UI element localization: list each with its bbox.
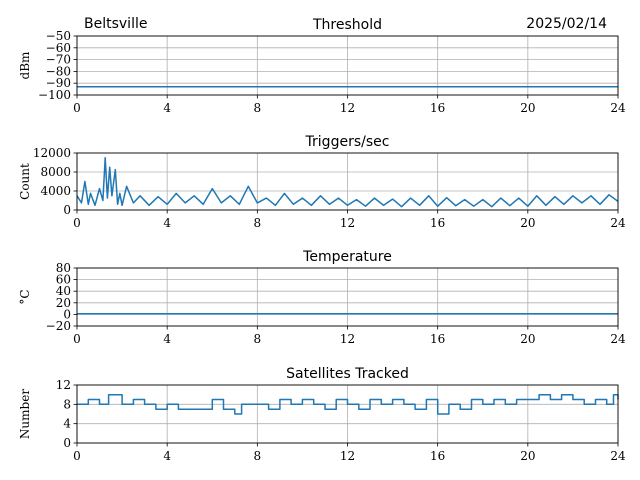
chart-panel-1: 0 4 8 12 16 20 24 −100−90−80−70−60−50 Threshold d… [18,17,626,115]
y-tick-label: 8000 [40,165,71,179]
y-tick-label: 4 [63,417,71,431]
y-tick-label: 80 [56,261,71,275]
chart-title: Threshold [312,17,382,33]
station-name: Beltsville [84,16,147,32]
x-tick-label: 8 [254,101,262,115]
y-tick-label: −60 [46,41,71,55]
x-tick-label: 4 [163,101,171,115]
x-tick-label: 24 [610,449,626,463]
y-tick-label: −70 [46,53,71,67]
x-tick-label: 20 [520,332,535,346]
chart-title: Triggers/sec [305,134,390,150]
series-line-1 [77,393,619,415]
y-tick-label: 4000 [40,184,71,198]
x-tick-label: 24 [610,101,626,115]
y-tick-label: 40 [56,284,71,298]
y-tick-label: 0 [63,436,71,450]
x-tick-label: 20 [520,101,535,115]
y-axis-label: Number [18,389,32,439]
x-tick-label: 24 [610,216,626,230]
chart-title: Temperature [302,249,392,265]
x-tick-label: 16 [430,216,445,230]
x-tick-label: 12 [340,449,355,463]
y-tick-label: 12 [56,378,71,392]
y-tick-label: −50 [46,29,71,43]
x-tick-label: 24 [610,332,626,346]
y-axis-label: dBm [18,51,32,80]
chart-panel-2: 0 4 8 12 16 20 24 0 4000 8000 12000 Triggers/sec Cou… [18,134,626,230]
x-tick-label: 0 [73,449,81,463]
y-tick-label: 20 [56,296,71,310]
x-tick-label: 20 [520,216,535,230]
panels-container: 0 4 8 12 16 20 24 −100−90−80−70−60−50 Threshold d… [18,17,626,463]
x-tick-label: 12 [340,101,355,115]
y-axis-label: °C [18,289,32,304]
date-label: 2025/02/14 [526,16,607,32]
x-tick-label: 20 [520,449,535,463]
y-tick-label: 12000 [33,146,71,160]
x-tick-label: 16 [430,101,445,115]
chart-panel-4: 0 4 8 12 16 20 24 0 4 8 12 Satellites Tracked Number [18,366,626,463]
y-tick-label: 8 [63,397,71,411]
x-tick-label: 8 [254,332,262,346]
x-tick-label: 4 [163,332,171,346]
x-tick-label: 4 [163,216,171,230]
y-tick-label: −90 [46,76,71,90]
y-tick-label: −80 [46,64,71,78]
series-line-1 [76,157,619,208]
x-tick-label: 0 [73,101,81,115]
y-tick-label: 0 [63,203,71,217]
chart-title: Satellites Tracked [286,366,409,382]
y-axis-label: Count [18,163,32,200]
x-tick-label: 12 [340,216,355,230]
x-tick-label: 16 [430,332,445,346]
x-tick-label: 0 [73,332,81,346]
y-tick-label: 60 [56,273,71,287]
y-tick-label: −20 [46,319,71,333]
x-tick-label: 12 [340,332,355,346]
x-tick-label: 16 [430,449,445,463]
y-tick-label: 0 [63,307,71,321]
y-tick-label: −100 [38,88,71,102]
x-tick-label: 8 [254,216,262,230]
x-tick-label: 0 [73,216,81,230]
x-tick-label: 8 [254,449,262,463]
x-tick-label: 4 [163,449,171,463]
